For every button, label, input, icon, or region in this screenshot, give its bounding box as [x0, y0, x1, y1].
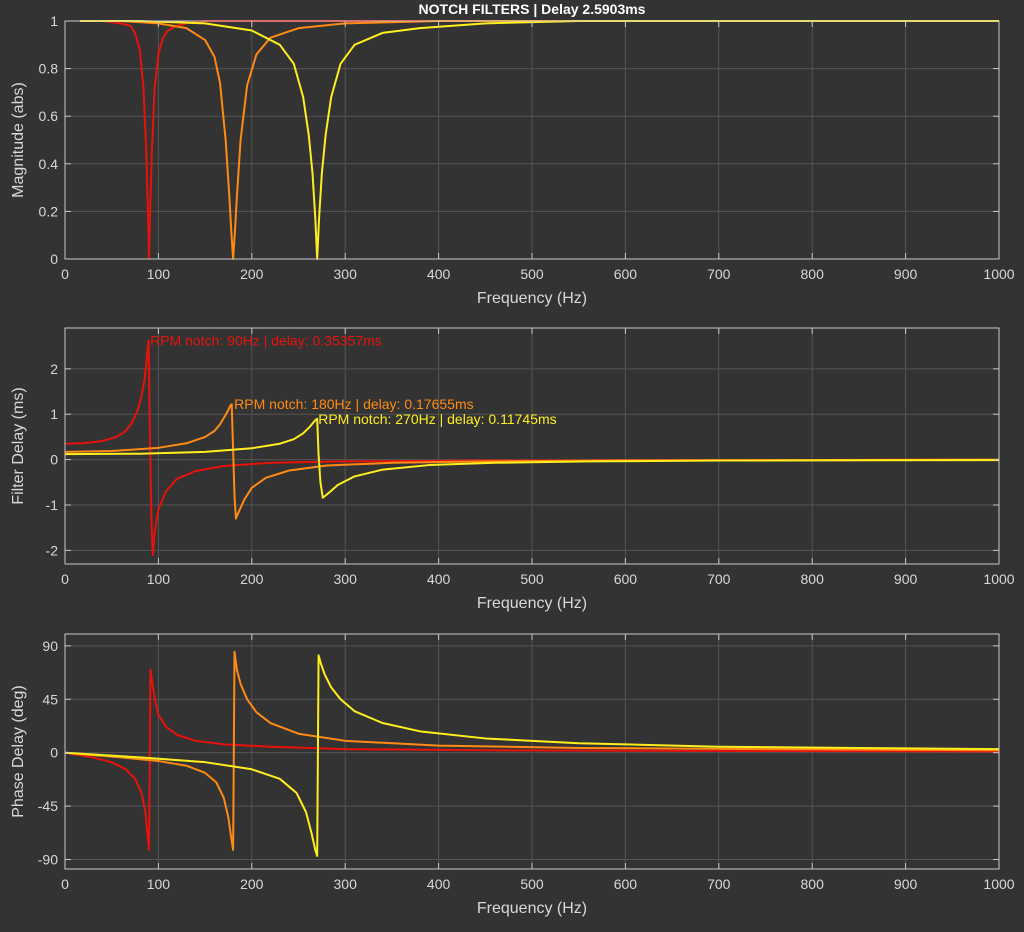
x-tick-label: 800 — [801, 571, 825, 587]
y-tick-label: 90 — [42, 638, 58, 654]
series-line-3 — [65, 654, 999, 857]
series-line-1 — [65, 339, 999, 556]
x-tick-label: 500 — [520, 571, 544, 587]
x-tick-label: 300 — [334, 266, 358, 282]
y-tick-label: 0.2 — [39, 203, 59, 219]
series-line-3 — [65, 417, 999, 499]
x-tick-label: 1000 — [983, 266, 1014, 282]
y-tick-label: 0 — [50, 251, 58, 267]
x-tick-label: 900 — [894, 876, 918, 892]
x-tick-label: 100 — [147, 266, 171, 282]
x-tick-label: 500 — [520, 266, 544, 282]
y-tick-label: 0 — [50, 452, 58, 468]
y-tick-label: 0.6 — [39, 108, 59, 124]
y-tick-label: -1 — [46, 497, 59, 513]
x-tick-label: 100 — [147, 876, 171, 892]
x-tick-label: 300 — [334, 876, 358, 892]
x-tick-label: 700 — [707, 571, 731, 587]
x-tick-label: 1000 — [983, 876, 1014, 892]
filter-delay-plot: 0 100 200 300 400 500 600 700 800 900 1000 -2 -1 0 1 2 F… — [10, 327, 1015, 612]
series-line-2 — [65, 650, 999, 852]
notch-annotation: RPM notch: 270Hz | delay: 0.11745ms — [318, 411, 556, 427]
y-tick-label: 0.8 — [39, 61, 59, 77]
y-axis-label: Filter Delay (ms) — [10, 387, 27, 504]
figure-title: NOTCH FILTERS | Delay 2.5903ms — [419, 1, 646, 17]
y-axis-label: Phase Delay (deg) — [10, 685, 27, 818]
x-tick-label: 700 — [707, 266, 731, 282]
y-tick-label: -45 — [38, 798, 58, 814]
x-tick-label: 400 — [427, 266, 451, 282]
x-tick-label: 0 — [61, 266, 69, 282]
y-tick-label: 45 — [42, 691, 58, 707]
y-tick-label: -90 — [38, 852, 58, 868]
magnitude-plot: 0 100 200 300 400 500 600 700 800 900 1000 0 0.2 0.4 0… — [10, 13, 1015, 307]
y-tick-label: 1 — [50, 406, 58, 422]
x-tick-label: 300 — [334, 571, 358, 587]
x-tick-label: 0 — [61, 571, 69, 587]
notch-annotation: RPM notch: 90Hz | delay: 0.35357ms — [150, 333, 382, 349]
series-line-3 — [79, 20, 999, 260]
y-tick-label: 0 — [50, 745, 58, 761]
y-tick-label: -2 — [46, 542, 59, 558]
series-line-2 — [65, 403, 999, 520]
y-tick-label: 0.4 — [39, 156, 59, 172]
x-tick-label: 900 — [894, 266, 918, 282]
x-tick-label: 600 — [614, 571, 638, 587]
series-line-2 — [79, 20, 999, 260]
x-tick-label: 500 — [520, 876, 544, 892]
series-line-1 — [65, 668, 999, 852]
x-tick-label: 400 — [427, 571, 451, 587]
x-tick-label: 800 — [801, 876, 825, 892]
x-axis-label: Frequency (Hz) — [477, 290, 587, 307]
x-tick-label: 400 — [427, 876, 451, 892]
x-axis-label: Frequency (Hz) — [477, 595, 587, 612]
x-tick-label: 200 — [240, 876, 264, 892]
y-tick-label: 1 — [50, 13, 58, 29]
x-tick-label: 800 — [801, 266, 825, 282]
x-tick-label: 200 — [240, 266, 264, 282]
x-tick-label: 600 — [614, 266, 638, 282]
notch-annotation: RPM notch: 180Hz | delay: 0.17655ms — [234, 396, 473, 412]
phase-delay-plot: 0 100 200 300 400 500 600 700 800 900 1000 -90 -45 0 4… — [10, 633, 1015, 917]
x-tick-label: 700 — [707, 876, 731, 892]
x-tick-label: 900 — [894, 571, 918, 587]
y-axis-label: Magnitude (abs) — [10, 82, 27, 198]
x-tick-label: 600 — [614, 876, 638, 892]
x-tick-label: 1000 — [983, 571, 1014, 587]
x-tick-label: 200 — [240, 571, 264, 587]
y-tick-label: 2 — [50, 361, 58, 377]
x-axis-label: Frequency (Hz) — [477, 900, 587, 917]
x-tick-label: 0 — [61, 876, 69, 892]
x-tick-label: 100 — [147, 571, 171, 587]
